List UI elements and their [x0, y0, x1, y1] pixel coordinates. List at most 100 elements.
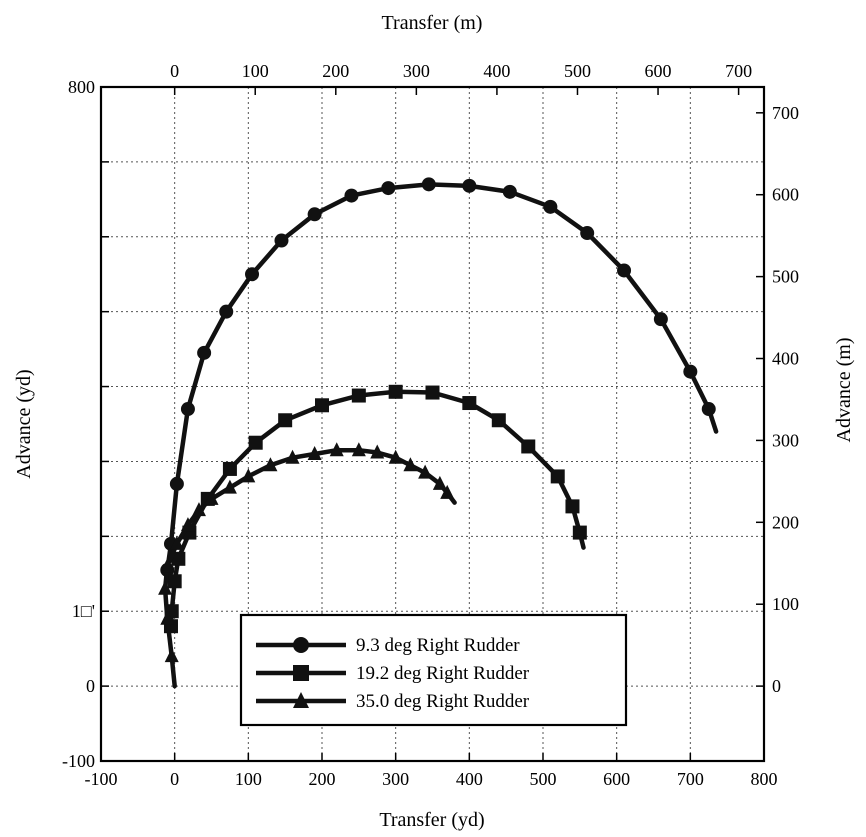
- square-marker: [293, 665, 309, 681]
- circle-marker: [462, 178, 477, 193]
- circle-marker: [617, 263, 632, 278]
- top-tick-label: 400: [483, 61, 510, 81]
- top-tick-label: 100: [242, 61, 269, 81]
- triangle-marker: [180, 517, 195, 532]
- right-tick-label: 300: [772, 430, 799, 450]
- top-tick-label: 200: [322, 61, 349, 81]
- square-marker: [565, 499, 580, 514]
- right-tick-label: 200: [772, 512, 799, 532]
- y-axis-title: Advance (yd): [13, 369, 35, 478]
- top-axis-title: Transfer (m): [382, 12, 483, 34]
- square-marker: [222, 461, 237, 476]
- triangle-marker: [329, 442, 344, 457]
- series-circle: [160, 177, 719, 578]
- legend-entry: 35.0 deg Right Rudder: [256, 691, 530, 712]
- top-tick-label: 0: [170, 61, 179, 81]
- triangle-marker: [160, 558, 175, 573]
- triangle-marker: [158, 580, 173, 595]
- square-marker: [491, 413, 506, 428]
- triangle-marker: [191, 502, 206, 517]
- triangle-marker: [418, 464, 433, 479]
- x-axis-title: Transfer (yd): [379, 809, 484, 831]
- circle-marker: [197, 345, 212, 360]
- right-tick-label: 600: [772, 185, 799, 205]
- y-tick-label: 800: [68, 77, 95, 97]
- triangle-marker: [160, 610, 175, 625]
- circle-marker: [293, 637, 309, 653]
- legend-entries: 9.3 deg Right Rudder 19.2 deg Right Rudde…: [256, 635, 530, 712]
- circle-marker: [543, 199, 558, 214]
- top-tick-label: 300: [403, 61, 430, 81]
- right-tick-label: 0: [772, 676, 781, 696]
- triangle-marker: [388, 449, 403, 464]
- square-marker: [572, 525, 587, 540]
- x-tick-label: -100: [85, 769, 118, 789]
- square-marker: [550, 469, 565, 484]
- series-triangle: [158, 442, 457, 689]
- circle-marker: [169, 476, 184, 491]
- square-marker: [167, 574, 182, 589]
- right-axis-title: Advance (m): [833, 338, 855, 443]
- x-tick-label: 0: [170, 769, 179, 789]
- triangle-marker: [307, 445, 322, 460]
- legend-label: 9.3 deg Right Rudder: [356, 635, 520, 656]
- legend: 9.3 deg Right Rudder 19.2 deg Right Rudde…: [239, 613, 628, 727]
- x-tick-label: 800: [751, 769, 778, 789]
- series-line: [165, 182, 719, 573]
- triangle-marker: [169, 535, 184, 550]
- circle-marker: [580, 226, 595, 241]
- top-tick-label: 500: [564, 61, 591, 81]
- triangle-marker: [440, 484, 455, 499]
- circle-marker: [219, 304, 234, 319]
- legend-label: 35.0 deg Right Rudder: [356, 691, 530, 712]
- triangle-marker: [164, 648, 179, 663]
- right-tick-label: 400: [772, 349, 799, 369]
- square-marker: [248, 435, 263, 450]
- circle-marker: [502, 184, 517, 199]
- grid: [100, 86, 765, 762]
- x-tick-label: 700: [677, 769, 704, 789]
- square-marker: [351, 388, 366, 403]
- top-tick-label: 600: [645, 61, 672, 81]
- triangle-marker: [403, 457, 418, 472]
- circle-marker: [653, 312, 668, 327]
- triangle-marker: [222, 479, 237, 494]
- y-tick-label: 0: [86, 676, 95, 696]
- right-tick-label: 700: [772, 103, 799, 123]
- series-square: [163, 384, 587, 634]
- square-marker: [388, 384, 403, 399]
- right-tick-label: 500: [772, 267, 799, 287]
- circle-marker: [701, 402, 716, 417]
- top-tick-label: 700: [725, 61, 752, 81]
- square-marker: [462, 396, 477, 411]
- square-marker: [278, 413, 293, 428]
- circle-marker: [180, 402, 195, 417]
- triangle-marker: [351, 442, 366, 457]
- circle-marker: [683, 364, 698, 379]
- x-tick-label: 500: [530, 769, 557, 789]
- circle-marker: [421, 177, 436, 192]
- circle-marker: [245, 267, 260, 282]
- x-tick-label: 400: [456, 769, 483, 789]
- circle-marker: [344, 188, 359, 203]
- square-marker: [171, 551, 186, 566]
- x-tick-label: 600: [603, 769, 630, 789]
- circle-marker: [381, 181, 396, 196]
- right-tick-label: 100: [772, 594, 799, 614]
- triangle-marker: [241, 468, 256, 483]
- x-tick-label: 100: [235, 769, 262, 789]
- square-marker: [425, 385, 440, 400]
- circle-marker: [274, 233, 289, 248]
- legend-entry: 9.3 deg Right Rudder: [256, 635, 520, 656]
- y-tick-label: -100: [62, 751, 95, 771]
- x-tick-label: 300: [382, 769, 409, 789]
- series-line: [168, 389, 586, 629]
- plot-frame: [99, 85, 766, 763]
- triangle-marker: [204, 490, 219, 505]
- tick-labels: -100 0 100 200 300 400 500 600 700 800 -100 0 1□' 800…: [62, 61, 799, 789]
- y-tick-label: 1□': [72, 601, 95, 621]
- x-tick-label: 200: [309, 769, 336, 789]
- square-marker: [521, 439, 536, 454]
- triangle-marker: [293, 692, 309, 708]
